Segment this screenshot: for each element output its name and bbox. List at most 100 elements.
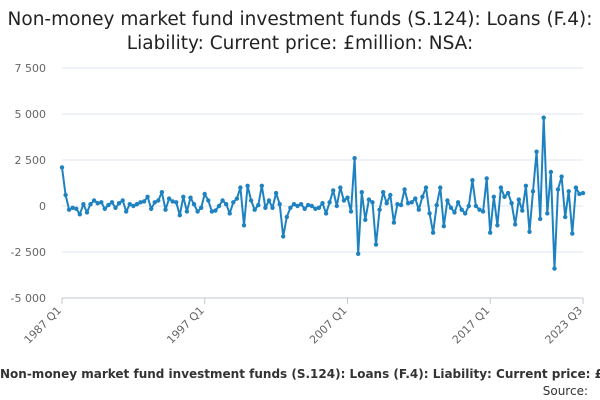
data-point bbox=[530, 189, 536, 194]
data-point bbox=[520, 208, 525, 213]
data-point bbox=[563, 214, 568, 220]
data-point bbox=[402, 187, 407, 192]
chart-title: Non-money market fund investment funds (… bbox=[7, 9, 593, 54]
data-point bbox=[430, 230, 436, 235]
data-point bbox=[188, 195, 193, 200]
data-point bbox=[120, 198, 125, 203]
data-point bbox=[484, 176, 489, 181]
data-point bbox=[106, 202, 111, 208]
data-point bbox=[559, 174, 564, 179]
data-point bbox=[306, 202, 311, 208]
legend-label: Non-money market fund investment funds (… bbox=[0, 367, 600, 381]
data-point bbox=[298, 202, 304, 207]
source-link[interactable]: Source: bbox=[542, 384, 588, 398]
data-point bbox=[491, 194, 496, 199]
data-point bbox=[206, 198, 211, 203]
data-point bbox=[323, 211, 329, 216]
data-point bbox=[477, 207, 482, 212]
data-point bbox=[245, 183, 250, 188]
data-point bbox=[505, 190, 511, 196]
x-tick-label: 2023 Q3 bbox=[543, 304, 586, 347]
data-point bbox=[495, 223, 500, 228]
data-point bbox=[413, 196, 418, 201]
data-point bbox=[209, 209, 215, 214]
data-point bbox=[363, 217, 368, 222]
data-point bbox=[548, 169, 554, 175]
data-point bbox=[70, 205, 75, 210]
data-point bbox=[366, 197, 372, 202]
data-point bbox=[281, 234, 286, 239]
data-point bbox=[348, 209, 354, 214]
data-point bbox=[498, 185, 504, 190]
data-point bbox=[102, 206, 108, 211]
data-point bbox=[381, 190, 386, 195]
data-point bbox=[202, 191, 207, 197]
data-point bbox=[341, 198, 347, 203]
data-point bbox=[545, 211, 550, 216]
data-point bbox=[434, 202, 439, 208]
data-point bbox=[216, 203, 222, 209]
data-point bbox=[174, 200, 179, 205]
data-point bbox=[555, 187, 561, 192]
data-point bbox=[95, 201, 100, 206]
data-point bbox=[288, 205, 293, 210]
data-point bbox=[99, 200, 104, 205]
series-layer bbox=[59, 115, 586, 271]
data-point bbox=[316, 205, 322, 210]
data-point bbox=[131, 203, 136, 209]
data-point bbox=[224, 202, 229, 207]
data-point bbox=[570, 231, 575, 236]
data-point bbox=[302, 206, 307, 211]
data-point bbox=[463, 211, 468, 216]
data-point bbox=[552, 266, 557, 271]
data-point bbox=[359, 190, 364, 195]
data-point bbox=[473, 203, 479, 209]
data-point bbox=[256, 202, 261, 208]
data-point bbox=[384, 201, 389, 206]
data-point bbox=[181, 194, 186, 199]
data-point bbox=[566, 189, 571, 194]
data-point bbox=[266, 198, 272, 203]
data-point bbox=[234, 196, 240, 201]
data-point bbox=[241, 223, 247, 228]
data-point bbox=[84, 210, 90, 215]
data-point bbox=[452, 210, 457, 215]
data-point bbox=[63, 192, 68, 198]
data-point bbox=[580, 190, 586, 196]
data-point bbox=[156, 198, 161, 203]
data-point bbox=[373, 242, 379, 247]
data-point bbox=[395, 202, 400, 207]
data-point bbox=[423, 185, 429, 190]
data-point bbox=[577, 191, 582, 197]
data-point bbox=[427, 211, 432, 216]
data-point bbox=[273, 190, 279, 196]
data-point bbox=[398, 202, 404, 208]
data-point bbox=[252, 207, 257, 212]
x-tick-label: 1987 Q1 bbox=[22, 304, 65, 347]
data-point bbox=[405, 201, 411, 206]
data-point bbox=[138, 200, 143, 205]
data-point bbox=[455, 200, 461, 205]
data-point bbox=[352, 156, 357, 161]
y-tick-label: 0 bbox=[39, 200, 46, 213]
y-tick-label: 5 000 bbox=[15, 108, 47, 121]
data-point bbox=[163, 207, 168, 212]
data-point bbox=[170, 199, 175, 204]
y-tick-label: 2 500 bbox=[15, 154, 47, 167]
data-point bbox=[445, 198, 450, 203]
data-point bbox=[438, 185, 443, 190]
data-point bbox=[513, 222, 518, 227]
data-point bbox=[356, 251, 361, 256]
data-point bbox=[466, 203, 471, 209]
data-point bbox=[441, 224, 446, 229]
y-tick-label: 7 500 bbox=[15, 62, 47, 75]
data-point bbox=[391, 220, 397, 225]
data-point bbox=[91, 198, 97, 203]
data-point bbox=[509, 201, 514, 206]
data-point bbox=[448, 205, 454, 210]
data-point bbox=[459, 207, 464, 212]
data-point bbox=[141, 199, 147, 204]
data-point bbox=[334, 203, 339, 209]
data-point bbox=[534, 149, 539, 154]
